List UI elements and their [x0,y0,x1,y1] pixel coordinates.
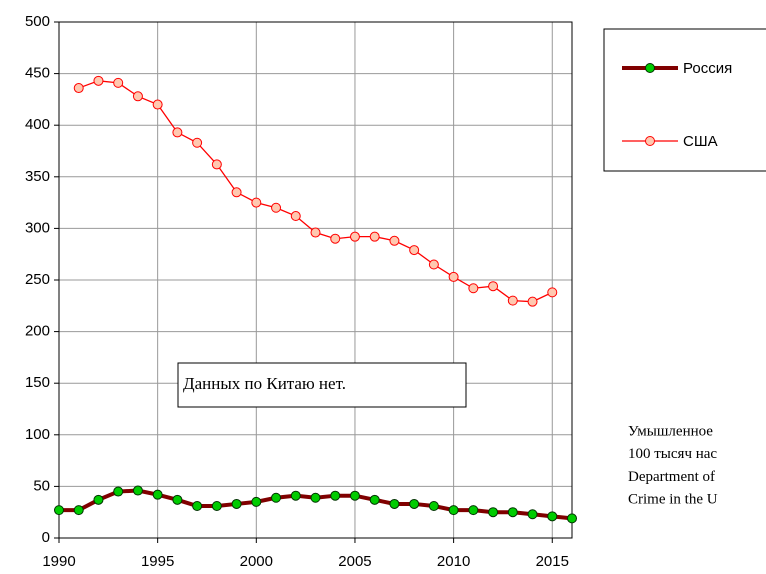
y-tick-label: 250 [25,271,50,288]
data-point [369,231,380,242]
y-tick-label: 50 [33,477,50,494]
x-tick-label: 1995 [141,553,174,570]
data-point [192,501,203,512]
data-point [527,296,538,307]
data-point [113,486,124,497]
data-point [271,202,282,213]
legend-box [603,28,766,172]
data-point [93,494,104,505]
data-point [468,283,479,294]
y-tick-label: 100 [25,426,50,443]
x-tick-label: 2010 [437,553,470,570]
x-tick-label: 2000 [240,553,273,570]
series-line [78,80,553,303]
data-point [428,501,439,512]
data-point [132,91,143,102]
legend-marker [645,63,655,73]
data-point [409,245,420,256]
legend-label: Россия [683,60,732,77]
y-tick-label: 500 [25,13,50,30]
data-point [73,83,84,94]
data-point [251,197,262,208]
y-tick-label: 300 [25,219,50,236]
data-point [192,137,203,148]
data-point [93,75,104,86]
note-line: Crime in the U [628,492,718,508]
x-tick-label: 2015 [536,553,569,570]
legend-label: США [683,133,718,150]
data-point [527,509,538,520]
data-point [428,259,439,270]
data-point [251,496,262,507]
x-tick-label: 2005 [338,553,371,570]
note-line: 100 тысяч нас [628,446,717,462]
data-point [389,498,400,509]
data-point [113,77,124,88]
data-point [389,235,400,246]
data-point [231,498,242,509]
plot-frame [58,21,573,539]
data-point [172,127,183,138]
note-line: Умышленное [628,423,713,439]
data-point [488,507,499,518]
y-tick-label: 200 [25,323,50,340]
y-tick-label: 350 [25,168,50,185]
data-point [73,505,84,516]
data-point [211,159,222,170]
data-point [448,271,459,282]
x-tick-label: 1990 [42,553,75,570]
data-point [330,490,341,501]
y-tick-label: 400 [25,116,50,133]
data-point [349,231,360,242]
data-point [231,187,242,198]
note-line: Department of [628,469,715,485]
data-point [54,505,64,516]
data-point [172,494,183,505]
data-point [468,505,479,516]
legend-marker [645,136,655,146]
data-point [310,227,321,238]
data-point [448,505,459,516]
data-point [349,490,360,501]
y-tick-label: 450 [25,65,50,82]
data-point [271,492,282,503]
data-point [132,485,143,496]
data-point [330,233,341,244]
annotation: Данных по Китаю нет. [183,374,346,393]
data-point [409,498,420,509]
data-point [152,489,163,500]
data-point [290,211,301,222]
data-point [290,490,301,501]
y-tick-label: 0 [42,529,50,546]
data-point [547,287,558,298]
data-point [310,492,321,503]
annotation-box [177,362,467,408]
data-point [567,513,577,524]
data-point [152,99,163,110]
y-tick-label: 150 [25,374,50,391]
data-point [507,295,518,306]
data-point [211,501,222,512]
data-point [507,507,518,518]
data-point [547,511,558,522]
data-point [488,281,499,292]
data-point [369,494,380,505]
